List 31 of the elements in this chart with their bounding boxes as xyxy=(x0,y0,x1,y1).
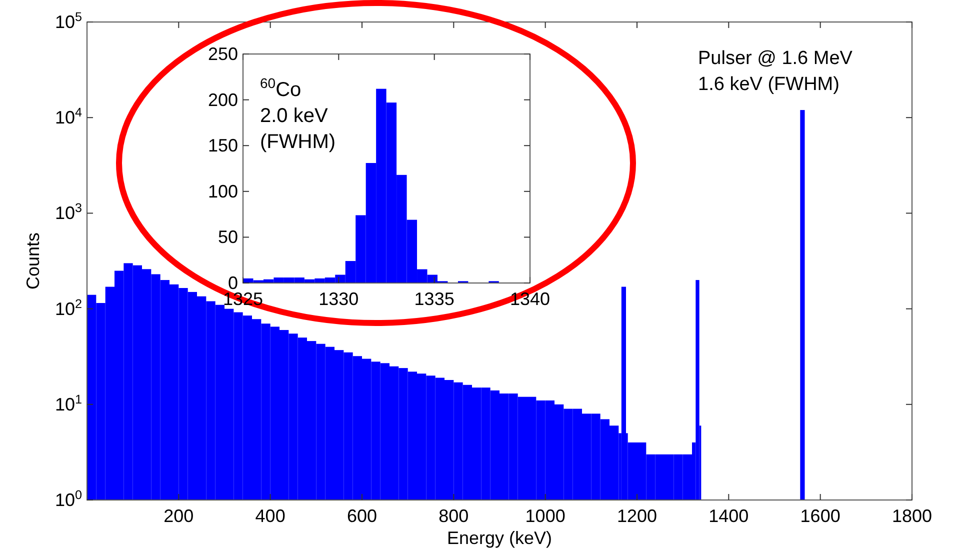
x-tick-label: 1400 xyxy=(708,506,749,526)
x-tick-label: 1200 xyxy=(616,506,658,526)
x-tick-label: 1600 xyxy=(800,506,840,526)
y-tick-label: 150 xyxy=(208,136,238,156)
x-axis-title: Energy (keV) xyxy=(446,528,552,548)
x-tick-label: 1340 xyxy=(510,289,550,309)
y-tick-label: 100 xyxy=(208,181,238,202)
y-tick-label: 200 xyxy=(208,90,238,110)
y-tick-label: 10$^{2}$ xyxy=(54,296,82,319)
annotation: 1.6 keV (FWHM) xyxy=(698,74,840,95)
x-tick-label: 1800 xyxy=(892,506,932,526)
x-tick-label: 400 xyxy=(255,506,286,526)
y-axis-title: Counts xyxy=(23,232,43,290)
x-tick-label: 600 xyxy=(346,506,378,526)
annotation: (FWHM) xyxy=(260,131,336,153)
x-tick-label: 1000 xyxy=(525,506,566,526)
y-tick-label: 10$^{5}$ xyxy=(54,10,82,32)
x-tick-label: 800 xyxy=(438,506,469,526)
y-tick-label: 50 xyxy=(218,227,238,248)
annotation: Pulser @ 1.6 MeV xyxy=(698,48,853,69)
y-tick-label: 10$^{1}$ xyxy=(54,392,82,414)
y-tick-label: 250 xyxy=(208,44,238,64)
y-tick-label: 10$^{4}$ xyxy=(54,106,82,128)
annotation: $^{60}$Co xyxy=(260,75,302,101)
x-tick-label: 200 xyxy=(164,506,194,526)
x-tick-label: 1330 xyxy=(318,289,359,309)
y-tick-label: 10$^{0}$ xyxy=(54,488,82,510)
y-tick-label: 0 xyxy=(228,273,238,293)
y-tick-label: 10$^{3}$ xyxy=(54,201,82,224)
annotation: 2.0 keV xyxy=(260,105,328,127)
x-tick-label: 1335 xyxy=(414,289,454,309)
